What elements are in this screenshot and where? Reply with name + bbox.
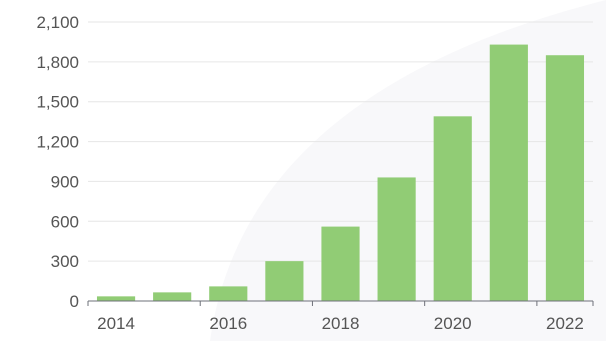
bar-2021 bbox=[489, 44, 528, 301]
bar-series bbox=[96, 44, 585, 301]
y-tick-label-600: 600 bbox=[51, 212, 79, 231]
bar-2018 bbox=[321, 226, 360, 301]
y-tick-label-2100: 2,100 bbox=[36, 13, 79, 32]
y-tick-label-0: 0 bbox=[70, 292, 79, 311]
y-tick-label-1500: 1,500 bbox=[36, 93, 79, 112]
y-tick-label-1200: 1,200 bbox=[36, 133, 79, 152]
bar-2016 bbox=[209, 286, 248, 301]
x-axis-tick-labels: 2014 2016 2018 2020 2022 bbox=[97, 314, 584, 333]
y-axis-tick-labels: 0 300 600 900 1,200 1,500 1,800 2,100 bbox=[36, 13, 79, 311]
x-tick-label-2014: 2014 bbox=[97, 314, 135, 333]
x-tick-label-2020: 2020 bbox=[434, 314, 472, 333]
bar-2019 bbox=[377, 177, 416, 301]
axes bbox=[87, 300, 594, 306]
y-tick-label-300: 300 bbox=[51, 252, 79, 271]
bar-2020 bbox=[433, 116, 472, 301]
x-tick-label-2016: 2016 bbox=[209, 314, 247, 333]
x-tick-label-2018: 2018 bbox=[322, 314, 360, 333]
bar-2015 bbox=[153, 292, 192, 301]
y-tick-label-1800: 1,800 bbox=[36, 53, 79, 72]
y-tick-label-900: 900 bbox=[51, 172, 79, 191]
bar-2014 bbox=[96, 296, 136, 301]
x-tick-label-2022: 2022 bbox=[546, 314, 584, 333]
bar-2017 bbox=[265, 261, 304, 301]
bar-2022 bbox=[545, 55, 585, 301]
